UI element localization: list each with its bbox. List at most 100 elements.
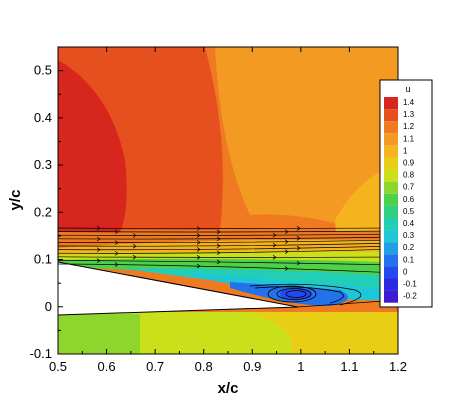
colorbar-swatch [384,205,398,218]
contour-band-lower-09 [250,312,398,354]
colorbar-level-label: 1 [403,146,408,155]
streamline-arrow [284,249,289,255]
streamline-arrow [296,236,301,241]
colorbar-swatch [384,109,398,122]
colorbar-level-label: 0.4 [403,219,415,228]
colorbar-swatch [384,278,398,291]
y-tick-label: -0.1 [30,346,52,361]
streamline-arrow [114,240,119,245]
streamline [58,236,398,240]
colorbar-level-label: 1.2 [403,122,415,131]
colorbar-level-label: 0.5 [403,207,415,216]
x-tick-label: 0.7 [146,359,164,374]
streamline-arrow [284,266,289,271]
streamline-arrow [114,251,119,256]
colorbar-level-label: -0.1 [403,280,417,289]
streamline-arrow [132,233,137,238]
colorbar-level-label: 0.6 [403,195,415,204]
y-tick-label: 0 [45,299,52,314]
streamline [58,260,398,266]
y-tick-label: 0.3 [34,157,52,172]
x-tick-label: 1.1 [340,359,358,374]
colorbar-level-label: 0.8 [403,171,415,180]
airfoil-body [58,261,299,316]
colorbar-level-label: 0.9 [403,159,415,168]
streamline-arrow [196,233,201,238]
x-tick-label: 1.2 [389,359,407,374]
colorbar-swatch [384,254,398,267]
x-axis-ticks: 0.5 0.6 0.7 0.8 0.9 1 1.1 1.2 [49,47,407,374]
colorbar-swatch [384,97,398,110]
colorbar-swatch [384,181,398,194]
streamline-arrow [96,225,101,231]
colorbar-swatch [384,157,398,170]
x-tick-label: 0.5 [49,359,67,374]
streamline-arrow [296,245,301,251]
streamline-arrow [196,263,201,269]
streamlines [58,225,398,274]
streamline-arrow [216,243,221,249]
colorbar-swatch [384,230,398,243]
streamline [58,248,398,254]
streamline-arrow [272,232,277,238]
colorbar-title: u [405,84,410,94]
streamline-arrow [132,243,137,249]
streamline [58,263,398,274]
colorbar-level-label: -0.2 [403,292,417,301]
y-axis-ticks: -0.1 0 0.1 0.2 0.3 0.4 0.5 [30,63,63,361]
x-tick-label: 0.9 [243,359,261,374]
y-tick-label: 0.2 [34,204,52,219]
streamline [58,256,398,258]
colorbar-level-label: 1.3 [403,110,415,119]
colorbar-swatch [384,133,398,146]
colorbar-swatch [384,121,398,134]
streamline-arrow [284,229,289,235]
streamline-arrow [196,255,201,260]
contour-band-1-4 [58,60,127,232]
streamline-arrow [284,239,289,245]
streamline-arrow [196,247,201,252]
streamline [58,227,398,229]
colorbar-level-label: 0.2 [403,243,415,252]
streamline-arrow [196,226,201,231]
streamline-arrow [114,229,119,235]
y-tick-label: 0.4 [34,110,52,125]
y-tick-label: 0.5 [34,63,52,78]
colorbar-level-label: 0.1 [403,255,415,264]
colorbar-level-label: 1.1 [403,134,415,143]
streamline-arrow [272,242,277,248]
streamline [58,242,398,247]
colorbar-level-label: 1.4 [403,98,415,107]
streamline-arrow [96,247,101,253]
streamline-arrow [216,236,221,242]
colorbar-level-label: 0.3 [403,231,415,240]
colorbar-swatch [384,242,398,255]
colorbar-swatch [384,266,398,279]
y-axis-label: y/c [7,190,24,211]
streamline-arrow [132,254,137,260]
streamline-arrow [96,258,101,263]
streamline-arrow [196,240,201,245]
colorbar-swatch [384,169,398,182]
recirculation-core [280,288,312,300]
streamline-arrow [114,262,119,267]
recirculation-streamlines [249,283,362,306]
colorbar-legend: u 1.4 1.3 1.2 1.1 1 0.9 0.8 0.7 0.6 0.5 0.4 0.3 0.2 0… [379,79,433,308]
x-tick-label: 0.8 [195,359,213,374]
velocity-contour-field [58,47,398,354]
streamline-arrow [216,259,221,265]
colorbar-swatch [384,145,398,158]
colorbar-level-label: 0.7 [403,183,415,192]
colorbar-swatch [384,193,398,206]
streamline [58,239,398,243]
x-tick-label: 0.6 [98,359,116,374]
colorbar-level-label: 0 [403,267,408,276]
streamline-arrow [296,226,301,231]
streamline-arrow [216,250,221,256]
streamline [58,230,398,233]
streamline [58,233,398,236]
streamline-arrow [96,236,101,242]
streamline-arrow [296,260,301,266]
colorbar-swatch [384,218,398,231]
contour-band-lower-07 [58,314,140,354]
